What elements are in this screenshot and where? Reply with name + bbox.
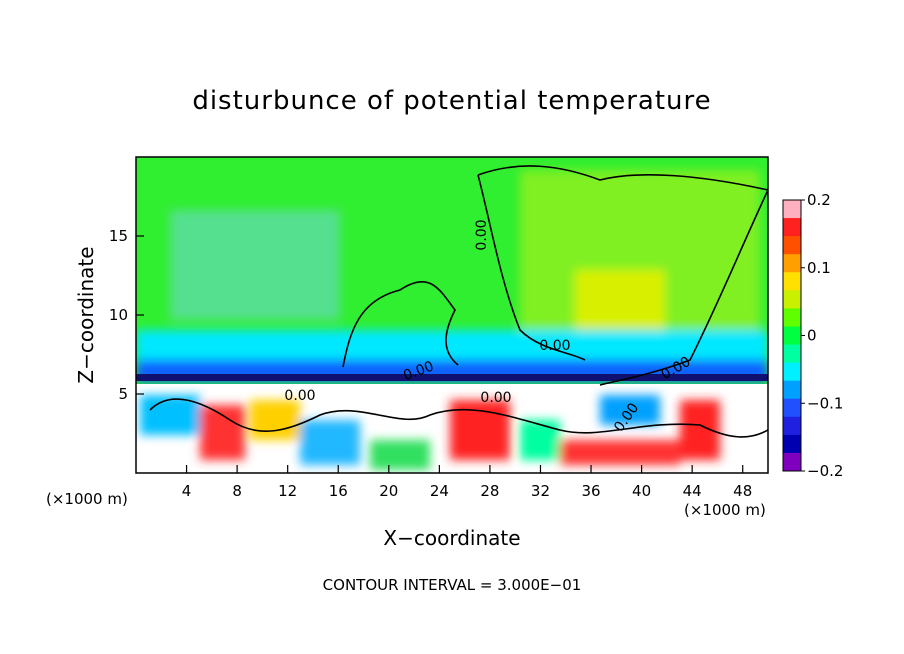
y-tick-label: 5 — [118, 385, 128, 403]
colorbar-swatch — [783, 344, 801, 364]
colorbar-swatch — [783, 326, 801, 346]
colorbar-swatch — [783, 308, 801, 327]
colorbar-swatch — [783, 236, 801, 255]
colorbar-tick-label: −0.2 — [807, 462, 843, 480]
plot-area — [136, 157, 768, 473]
colorbar-swatch — [783, 398, 801, 418]
contour-label: 0.00 — [284, 388, 315, 404]
colorbar-swatch — [783, 200, 801, 219]
blob-1 — [140, 395, 200, 435]
x-tick-label: 28 — [480, 482, 499, 500]
x-tick-label: 24 — [430, 482, 449, 500]
x-axis: 4 8 12 16 20 24 28 32 36 40 44 48 — [182, 465, 752, 500]
colorbar-tick-label: 0.2 — [807, 191, 831, 209]
contour-label: 0.00 — [539, 338, 570, 354]
x-tick-label: 40 — [632, 482, 651, 500]
blob-9 — [680, 400, 720, 460]
yellow-plume — [575, 270, 665, 340]
y-tick-label: 15 — [109, 227, 128, 245]
blob-10 — [600, 395, 660, 425]
x-tick-label: 8 — [232, 482, 242, 500]
blob-7 — [520, 420, 560, 460]
colorbar: 0.2 0.1 0 −0.1 −0.2 — [782, 191, 843, 480]
blob-8 — [560, 440, 680, 465]
colorbar-tick-label: 0.1 — [807, 259, 831, 277]
lower-blobs — [140, 395, 720, 470]
blob-4 — [300, 420, 360, 465]
light-green-left — [170, 210, 340, 320]
contour-right — [477, 165, 768, 386]
contour-lines — [149, 165, 768, 438]
x-unit-right: (×1000 m) — [684, 501, 766, 519]
x-tick-label: 4 — [182, 482, 192, 500]
colorbar-swatch — [783, 290, 801, 309]
contour-label: 0.00 — [480, 390, 511, 406]
x-tick-label: 32 — [531, 482, 550, 500]
contour-label: 0.00 — [474, 219, 490, 250]
colorbar-swatch — [783, 380, 801, 400]
field-patches — [136, 170, 768, 382]
chart-title: disturbunce of potential temperature — [192, 86, 712, 116]
navy-line — [136, 374, 768, 381]
x-unit-left: (×1000 m) — [46, 490, 128, 508]
colorbar-swatch — [783, 416, 801, 436]
blob-3 — [250, 400, 300, 440]
colorbar-swatch — [783, 452, 801, 472]
colorbar-swatch — [783, 434, 801, 454]
blob-2 — [200, 405, 245, 460]
contour-interval-note: CONTOUR INTERVAL = 3.000E−01 — [322, 576, 582, 594]
colorbar-swatch — [783, 362, 801, 382]
colorbar-swatch — [783, 272, 801, 291]
x-axis-label: X−coordinate — [383, 526, 521, 550]
colorbar-swatch — [783, 218, 801, 237]
contour-lower — [149, 398, 768, 438]
colorbar-swatch — [783, 254, 801, 273]
y-tick-label: 10 — [109, 306, 128, 324]
x-tick-label: 44 — [683, 482, 702, 500]
x-tick-label: 12 — [278, 482, 297, 500]
x-tick-label: 36 — [581, 482, 600, 500]
colorbar-tick-label: 0 — [807, 327, 817, 345]
x-tick-label: 48 — [733, 482, 752, 500]
blob-5 — [370, 440, 430, 470]
x-tick-label: 16 — [329, 482, 348, 500]
contour-left — [342, 280, 459, 368]
y-axis-label: Z−coordinate — [74, 246, 98, 384]
x-tick-label: 20 — [379, 482, 398, 500]
colorbar-tick-label: −0.1 — [807, 394, 843, 412]
y-axis: 5 10 15 — [109, 227, 144, 403]
